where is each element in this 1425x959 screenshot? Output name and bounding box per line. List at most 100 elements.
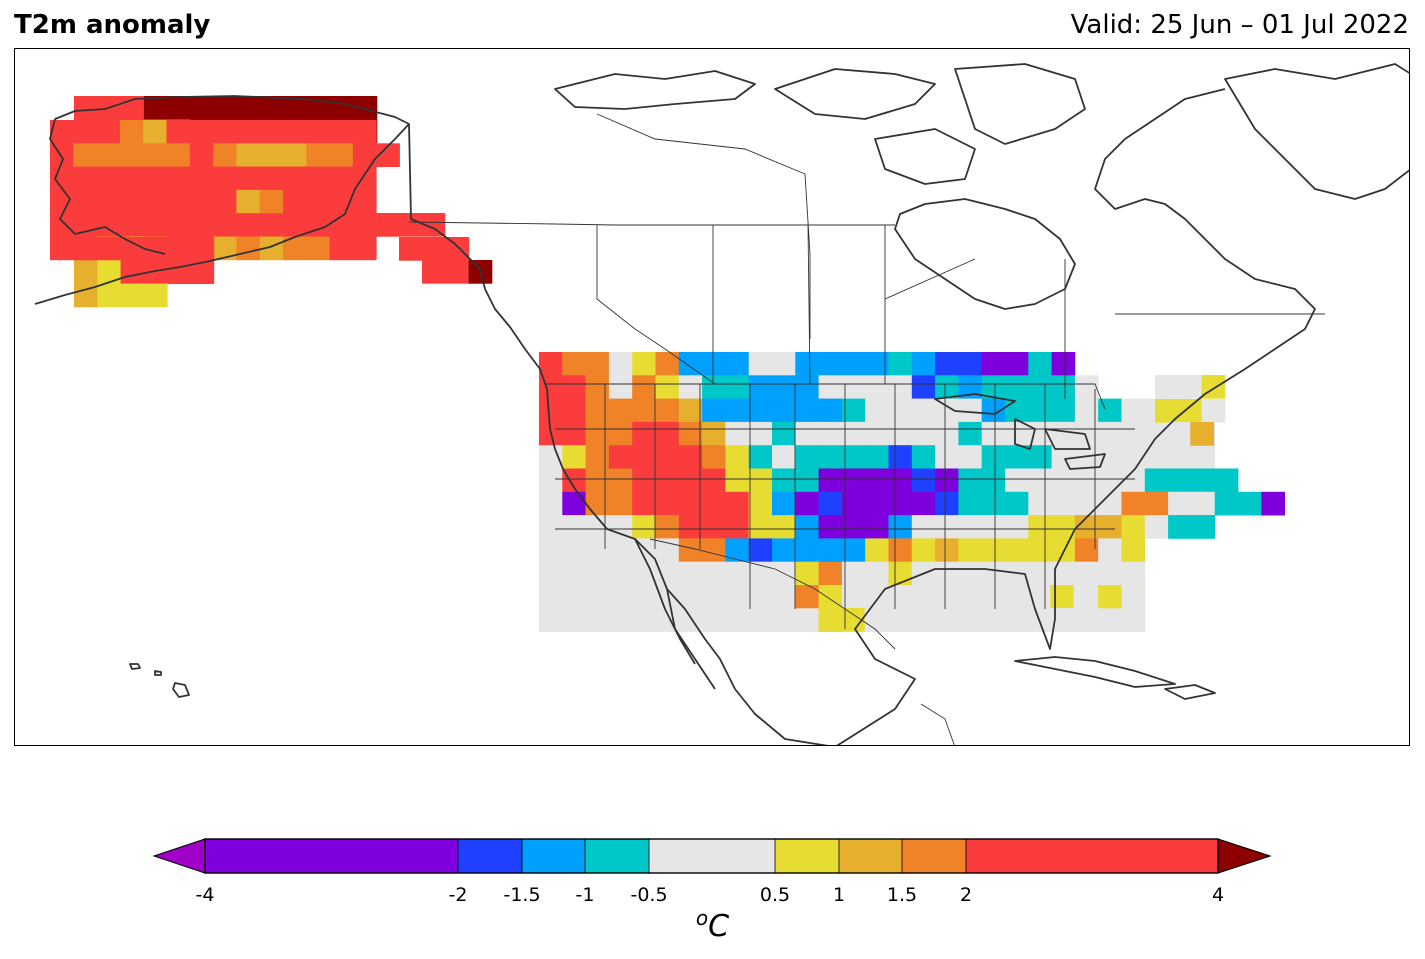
anomaly-cell [888, 515, 913, 539]
anomaly-cell [772, 398, 796, 423]
anomaly-cell [1121, 421, 1146, 446]
colorbar-bin [205, 839, 458, 873]
anomaly-cell [236, 166, 261, 191]
anomaly-cell [958, 585, 983, 609]
anomaly-cell [795, 515, 819, 539]
anomaly-cell [1238, 491, 1262, 516]
anomaly-cell [352, 189, 377, 214]
anomaly-cell [50, 120, 74, 144]
anomaly-cell [189, 120, 214, 144]
anomaly-cell [143, 283, 168, 308]
colorbar-bin [458, 839, 522, 873]
anomaly-cell [655, 561, 680, 586]
anomaly-cell [445, 260, 469, 284]
anomaly-cell [1028, 491, 1052, 516]
anomaly-cell [237, 96, 261, 120]
anomaly-cell [376, 143, 400, 167]
anomaly-cell [818, 608, 843, 632]
anomaly-cell [1027, 585, 1051, 609]
anomaly-cell [841, 561, 866, 586]
anomaly-cell [585, 515, 610, 539]
anomaly-cell [259, 120, 284, 144]
anomaly-cell [772, 468, 796, 493]
anomaly-cell [632, 468, 656, 493]
anomaly-cell [190, 96, 215, 120]
anomaly-cell [865, 421, 889, 446]
anomaly-cell [935, 445, 959, 469]
anomaly-cell [818, 398, 843, 423]
anomaly-cell [1051, 421, 1076, 446]
anomaly-cell [911, 515, 936, 539]
anomaly-cell [841, 538, 866, 563]
anomaly-cell [1191, 491, 1216, 516]
anomaly-cell [1191, 515, 1216, 539]
anomaly-cell [189, 166, 214, 191]
anomaly-cell [422, 260, 446, 284]
anomaly-cell [702, 608, 726, 632]
anomaly-cell [283, 236, 307, 261]
anomaly-cell [236, 236, 261, 261]
anomaly-cell [678, 468, 703, 493]
anomaly-cell [818, 445, 843, 469]
anomaly-cell [841, 375, 866, 399]
anomaly-cell [935, 585, 959, 609]
anomaly-cell [1028, 352, 1052, 376]
anomaly-cell [935, 468, 959, 493]
colorbar-tick-label: -1.5 [503, 884, 541, 906]
anomaly-cell [539, 608, 563, 632]
anomaly-cell [935, 561, 959, 586]
anomaly-cell [1121, 561, 1146, 586]
anomaly-cell [841, 352, 866, 376]
anomaly-cell [539, 561, 563, 586]
anomaly-cell [608, 468, 633, 493]
anomaly-cell [143, 213, 167, 237]
anomaly-cell [189, 189, 214, 214]
anomaly-cell [1098, 468, 1122, 493]
anomaly-cell [585, 538, 610, 563]
anomaly-cell [236, 189, 261, 214]
anomaly-cell [1028, 538, 1052, 563]
anomaly-cell [1121, 538, 1146, 563]
anomaly-cell [1098, 445, 1122, 469]
anomaly-cell [608, 608, 633, 632]
anomaly-cell [539, 538, 563, 563]
anomaly-cell [96, 189, 121, 214]
anomaly-cell [911, 352, 936, 376]
colorbar-tick-label: -1 [575, 884, 595, 906]
anomaly-cell [1178, 375, 1202, 399]
anomaly-cell [795, 585, 819, 609]
colorbar-bin [649, 839, 775, 873]
anomaly-cell [678, 561, 703, 586]
anomaly-cell [1074, 515, 1099, 539]
anomaly-cell [678, 445, 703, 469]
anomaly-cell [795, 352, 819, 376]
anomaly-cell [632, 491, 656, 516]
anomaly-cell [888, 421, 913, 446]
colorbar [152, 838, 1272, 874]
anomaly-cell [190, 260, 215, 284]
anomaly-cell [585, 608, 610, 632]
anomaly-cell [166, 189, 191, 214]
anomaly-cell [1098, 491, 1122, 516]
colorbar-bin [585, 839, 649, 873]
anomaly-cell [562, 398, 586, 423]
anomaly-cell [632, 608, 656, 632]
anomaly-cell [632, 375, 656, 399]
anomaly-cell [398, 213, 422, 237]
anomaly-cell [608, 561, 633, 586]
anomaly-cell [562, 491, 586, 516]
anomaly-cell [748, 608, 773, 632]
anomaly-cell [1214, 491, 1239, 516]
anomaly-cell [189, 213, 214, 237]
anomaly-cell [213, 120, 237, 144]
anomaly-cell [190, 237, 215, 261]
anomaly-cell [1005, 491, 1029, 516]
anomaly-cell [981, 468, 1006, 493]
anomaly-cell [655, 491, 680, 516]
anomaly-cell [50, 166, 74, 191]
anomaly-cell [818, 491, 843, 516]
anomaly-cell [818, 421, 843, 446]
anomaly-cell [608, 491, 633, 516]
anomaly-cell [772, 491, 796, 516]
anomaly-cell [119, 120, 144, 144]
